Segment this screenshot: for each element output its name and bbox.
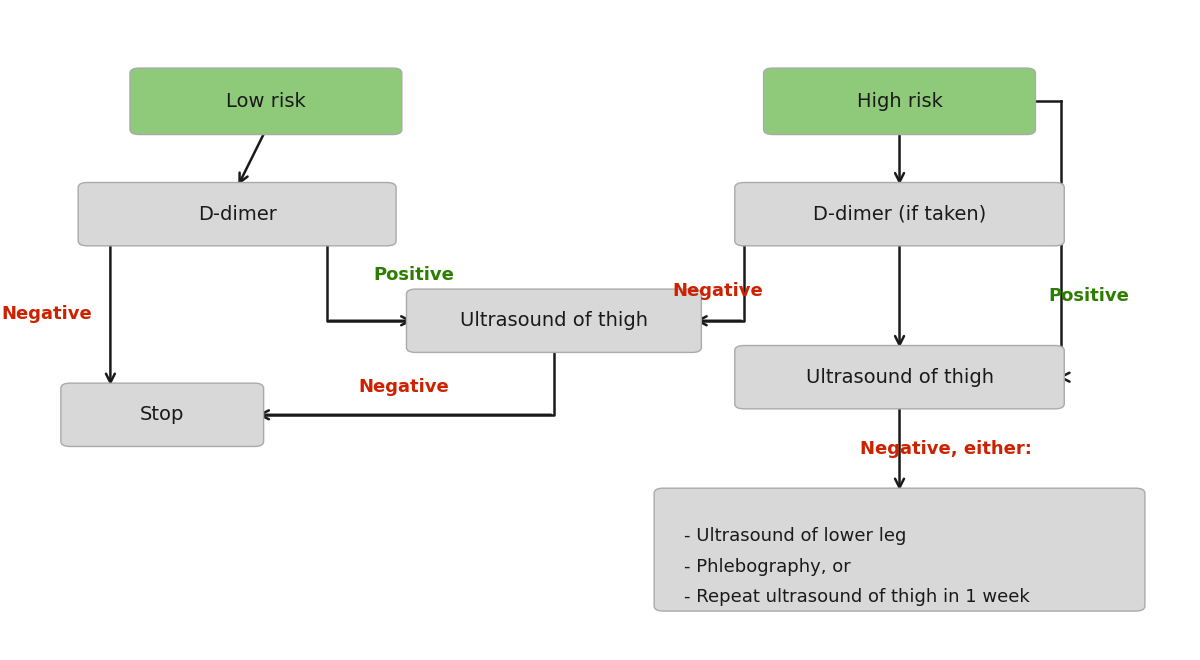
Text: Positive: Positive [373,265,454,284]
Text: High risk: High risk [857,92,942,111]
FancyBboxPatch shape [654,488,1145,611]
Text: Negative: Negative [673,282,763,300]
FancyBboxPatch shape [734,183,1064,246]
FancyBboxPatch shape [407,289,701,352]
Text: Negative, either:: Negative, either: [859,440,1032,457]
Text: Low risk: Low risk [226,92,306,111]
FancyBboxPatch shape [61,383,264,446]
Text: Negative: Negative [359,378,450,395]
Text: Positive: Positive [1049,286,1129,305]
FancyBboxPatch shape [130,68,402,135]
FancyBboxPatch shape [763,68,1036,135]
Text: D-dimer (if taken): D-dimer (if taken) [812,205,986,224]
Text: Negative: Negative [1,306,92,323]
FancyBboxPatch shape [734,346,1064,409]
Text: - Ultrasound of lower leg
- Phlebography, or
- Repeat ultrasound of thigh in 1 w: - Ultrasound of lower leg - Phlebography… [684,527,1030,607]
Text: Stop: Stop [140,405,185,424]
Text: Ultrasound of thigh: Ultrasound of thigh [460,312,648,330]
FancyBboxPatch shape [78,183,396,246]
Text: Ultrasound of thigh: Ultrasound of thigh [805,368,994,387]
Text: D-dimer: D-dimer [198,205,276,224]
